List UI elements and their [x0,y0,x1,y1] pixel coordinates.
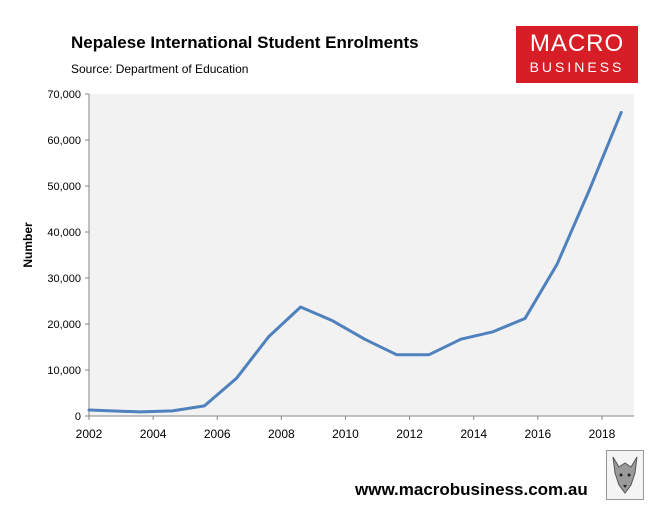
y-tick-label: 10,000 [47,365,81,377]
website-url[interactable]: www.macrobusiness.com.au [355,480,588,499]
series-line [87,110,623,414]
y-tick-label: 50,000 [47,181,81,193]
x-tick-label: 2012 [396,427,423,441]
chart-title: Nepalese International Student Enrolment… [71,33,419,52]
line-chart: 0 10,000 20,000 30,000 40,000 50,000 60,000 70,… [47,89,634,441]
macrobusiness-logo: MACRO BUSINESS [516,26,638,83]
x-tick-label: 2006 [204,427,231,441]
x-tick-label: 2002 [76,427,103,441]
y-tick-label: 20,000 [47,319,81,331]
logo-line-2: BUSINESS [529,59,625,75]
plot-area [89,94,634,416]
chart-source: Source: Department of Education [71,62,249,76]
logo-line-1: MACRO [529,30,625,57]
x-tick-label: 2014 [460,427,487,441]
x-tick-label: 2004 [140,427,167,441]
y-ticks: 0 10,000 20,000 30,000 40,000 50,000 60,000 70,… [47,89,89,423]
x-tick-label: 2018 [589,427,616,441]
y-tick-label: 30,000 [47,273,81,285]
y-tick-label: 70,000 [47,89,81,101]
x-tick-label: 2016 [524,427,551,441]
x-tick-label: 2008 [268,427,295,441]
x-tick-label: 2010 [332,427,359,441]
y-tick-label: 60,000 [47,135,81,147]
y-tick-label: 0 [75,411,81,423]
y-tick-label: 40,000 [47,227,81,239]
wolf-logo-icon [606,450,644,500]
x-ticks: 2002 2004 2006 2008 2010 2012 2014 2016 2018 [76,416,616,441]
